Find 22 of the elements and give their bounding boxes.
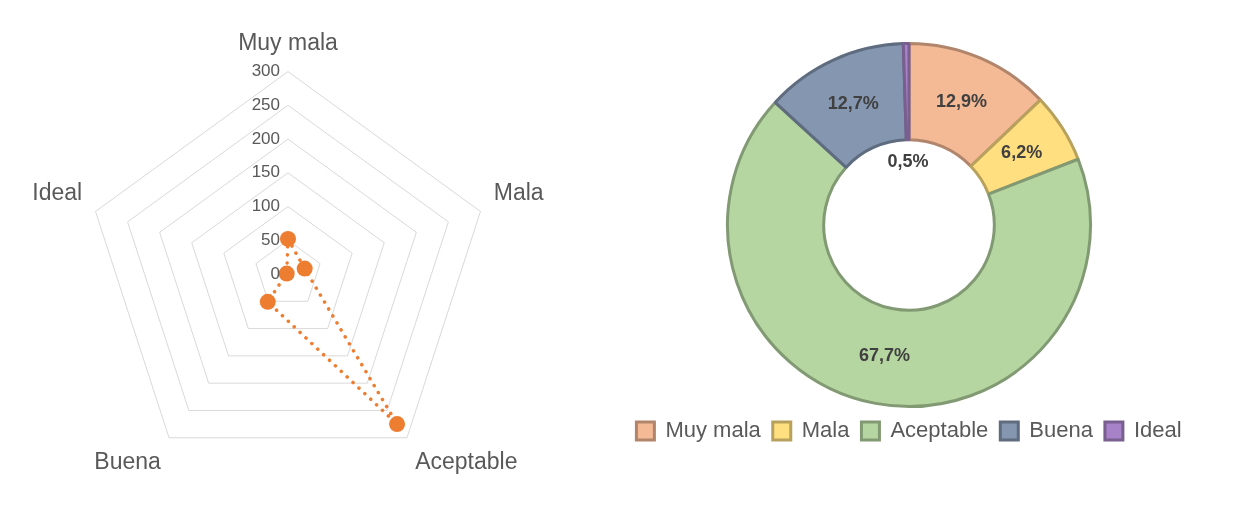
y-tick-label: 300 [251, 61, 280, 81]
data-label: 12,9% [936, 91, 988, 112]
y-tick-label: 50 [261, 229, 280, 249]
y-tick-label: 0 [270, 263, 280, 283]
spoke-label: Mala [493, 178, 544, 205]
spoke-label: Aceptable [415, 448, 518, 475]
data-label: 6,2% [1001, 142, 1043, 163]
spoke-label: Buena [94, 448, 161, 475]
y-tick-label: 100 [251, 196, 280, 216]
data-label: 12,7% [827, 92, 879, 113]
y-tick-label: 250 [251, 95, 280, 115]
data-label: 0,5% [887, 150, 929, 171]
legend-label: Ideal [1133, 417, 1182, 443]
legend-label: Mala [801, 417, 851, 443]
spoke-label: Ideal [32, 178, 83, 205]
y-tick-label: 150 [251, 162, 280, 182]
data-label: 67,7% [858, 345, 910, 366]
legend-label: Buena [1029, 417, 1094, 443]
legend-label: Aceptable [890, 417, 989, 443]
spoke-label: Muy mala [238, 29, 339, 56]
y-tick-label: 200 [251, 128, 280, 148]
legend-label: Muy mala [665, 417, 762, 443]
